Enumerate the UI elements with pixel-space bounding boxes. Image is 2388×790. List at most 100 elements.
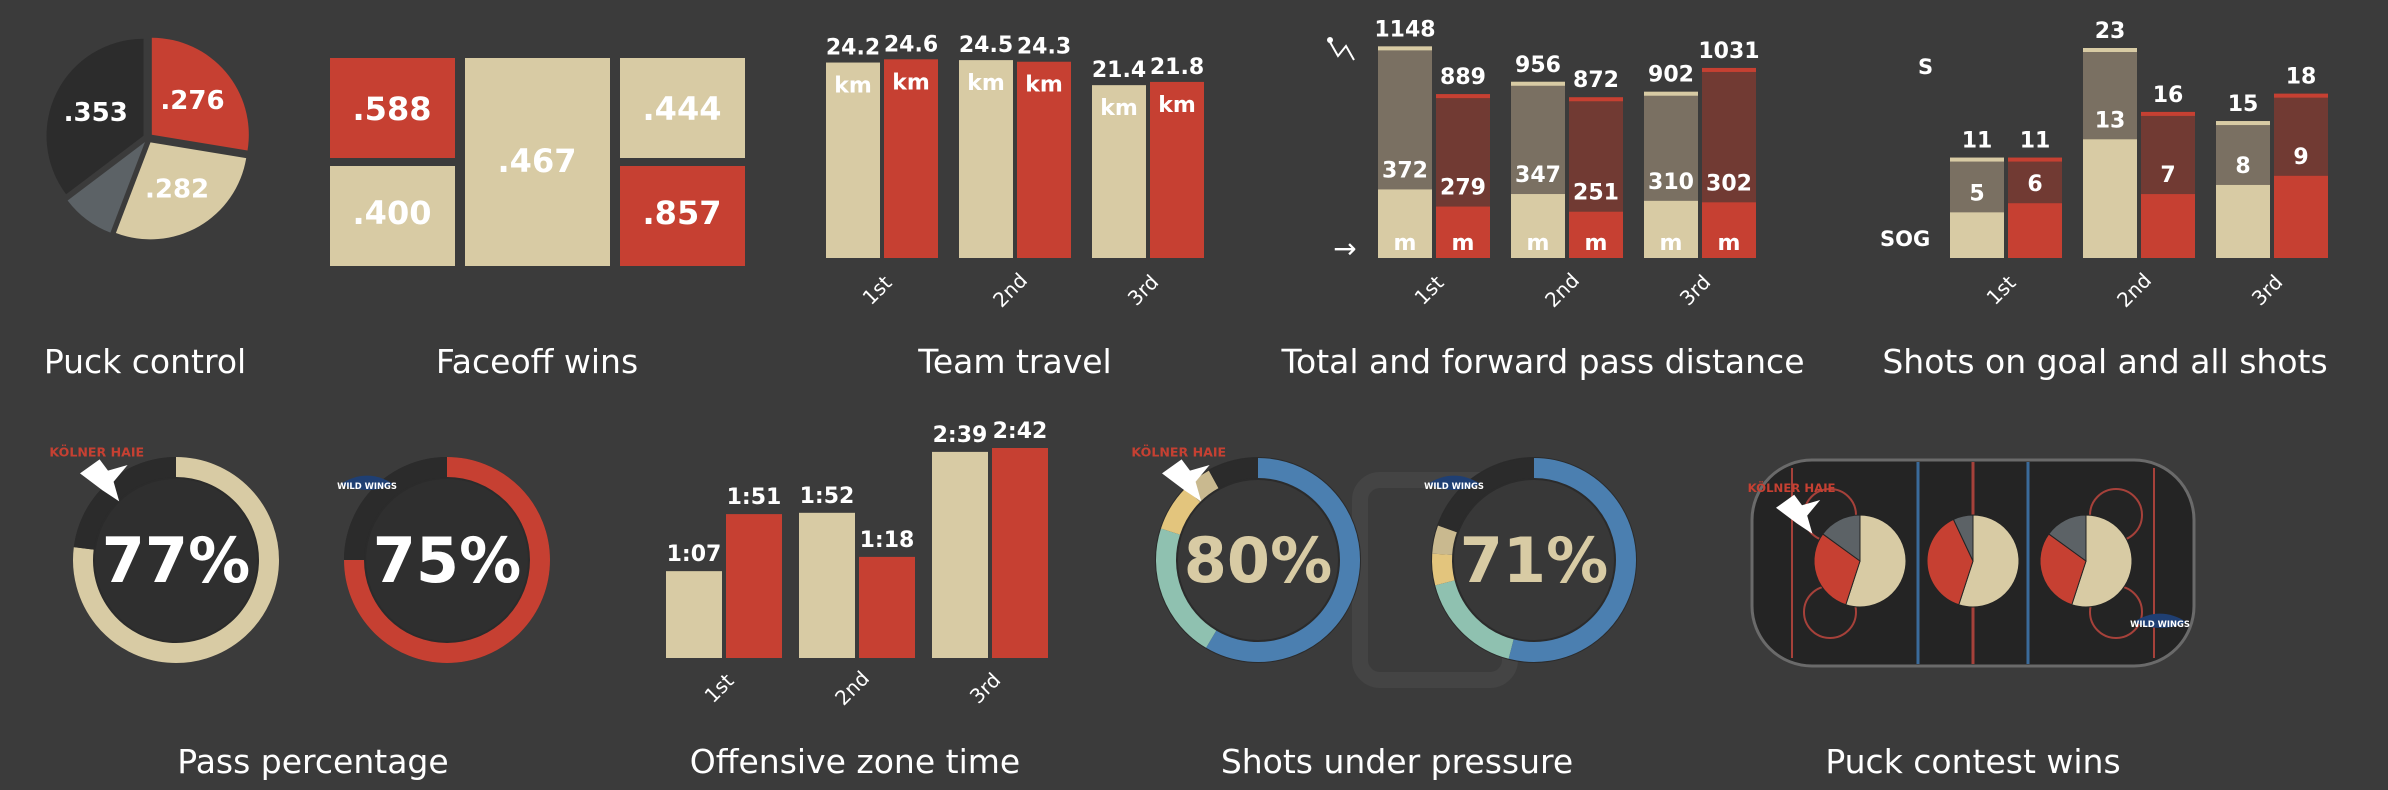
puck-control-slice-label: .282 [145, 175, 209, 205]
puck-contest-slice [1845, 514, 1907, 608]
team-travel-value: 24.3 [1017, 35, 1071, 60]
away-team-logo [1427, 475, 1481, 490]
shots-under-pressure-segment [1206, 458, 1360, 662]
offensive-zone-time-bar [799, 512, 855, 658]
pass-distance-forward-value: 372 [1382, 158, 1428, 183]
puck-control-chart: .276 .282 .353 [46, 37, 249, 240]
faceoff-label-center: .467 [498, 142, 577, 180]
pass-percentage-arc-rest [344, 457, 448, 561]
faceoff-tile-top-left [330, 58, 455, 158]
team-travel-value: 24.5 [959, 33, 1013, 58]
team-travel-value: 24.2 [826, 36, 880, 61]
pass-distance-forward-bar [1702, 202, 1756, 258]
pass-distance-unit: m [1660, 231, 1683, 256]
team-travel-bar [884, 59, 938, 258]
pass-percentage-donut-hole [95, 479, 257, 641]
shots-total-cap [2008, 157, 2062, 162]
pass-distance-forward-bar [1569, 211, 1623, 258]
shots-title: Shots on goal and all shots [1882, 342, 2327, 381]
pass-distance-forward-bar [1378, 189, 1432, 258]
shots-sog-bar [2008, 203, 2062, 258]
shots-under-pressure-value: 80% [1184, 524, 1332, 597]
offensive-zone-time-value: 2:42 [993, 419, 1048, 444]
shots-under-pressure-segment [1156, 528, 1217, 648]
shots-total-value: 16 [2153, 83, 2184, 108]
shots-total-value: 18 [2286, 65, 2317, 90]
offensive-zone-time-bar [992, 448, 1048, 658]
team-travel-title: Team travel [917, 342, 1111, 381]
offensive-zone-time-value: 1:51 [727, 485, 782, 510]
faceoff-label-top-left: .588 [353, 90, 432, 128]
team-travel-tick: 2nd [988, 268, 1032, 312]
offensive-zone-time-bar [666, 571, 722, 658]
shots-under-pressure-segment [1432, 525, 1457, 556]
puck-control-slice-label: .276 [160, 86, 224, 116]
team-travel-value: 21.8 [1150, 55, 1204, 80]
away-team-logo [340, 475, 394, 490]
puck-control-slice [151, 37, 249, 151]
offensive-zone-time-title: Offensive zone time [690, 742, 1020, 781]
home-team-logo-text: KÖLNER HAIE [49, 445, 144, 460]
shots-under-pressure-segment [1208, 458, 1259, 489]
total-distance-icon [1329, 41, 1355, 61]
shots-under-pressure-donut-hole [1178, 480, 1338, 640]
faceoff-tile-top-right [620, 58, 745, 158]
pass-distance-total-cap [1436, 94, 1490, 99]
faceoff-tile-bottom-left [330, 166, 455, 266]
shots-sog-value: 5 [1969, 181, 1984, 206]
pass-distance-forward-value: 310 [1648, 170, 1694, 195]
team-travel-bar [959, 60, 1013, 258]
offensive-zone-time-tick: 2nd [830, 666, 874, 710]
offensive-zone-time-chart: 1:07 1:51 1st 1:521:18 2nd 2:39 2:42 3rd [666, 419, 1048, 710]
shots-under-pressure-segment [1435, 580, 1514, 659]
shots-sog-value: 7 [2160, 163, 2175, 188]
shots-total-cap [2274, 93, 2328, 98]
puck-contest-slice [1952, 514, 1974, 562]
team-travel-unit: km [834, 74, 872, 99]
home-team-logo-text: KÖLNER HAIE [1748, 480, 1836, 495]
faceoff-label-top-right: .444 [643, 90, 722, 128]
pass-distance-total-cap [1702, 67, 1756, 72]
away-team-logo-text: WILD WINGS [2130, 619, 2190, 629]
shots-chart: S SOG 11 5 11 6 1st 23 13 16 7 2nd 15 8 18 9 3rd [1880, 19, 2328, 312]
pass-distance-forward-bar [1436, 206, 1490, 258]
pass-distance-forward-value: 251 [1573, 181, 1619, 206]
faceoff-label-bottom-right: .857 [643, 194, 722, 232]
shots-under-pressure-chart: 80% KÖLNER HAIE 71% WILD WINGS [1131, 445, 1637, 688]
shots-total-cap [2141, 111, 2195, 116]
pass-distance-chart: → 1148372m889279m1st956347m872251m2nd902… [1327, 17, 1760, 312]
pass-distance-tick: 1st [1410, 271, 1449, 310]
pass-distance-forward-value: 302 [1706, 171, 1752, 196]
pass-percentage-chart: 77% KÖLNER HAIE 75% WILD WINGS [49, 445, 550, 663]
shots-under-pressure-segment [1160, 487, 1201, 535]
shots-under-pressure-segment [1508, 458, 1636, 662]
home-team-logo [80, 459, 128, 502]
offensive-zone-time-value: 1:18 [860, 528, 915, 553]
shots-under-pressure-donut-hole [1454, 480, 1614, 640]
away-team-logo-text: WILD WINGS [1424, 481, 1484, 491]
away-team-logo [2133, 613, 2187, 628]
pass-percentage-value: 77% [102, 524, 250, 597]
shots-axis-label-total: S [1918, 55, 1933, 79]
puck-contest-wins-title: Puck contest wins [1825, 742, 2120, 781]
shots-sog-bar [2216, 184, 2270, 258]
pass-distance-total-value: 902 [1648, 63, 1694, 88]
shots-sog-value: 9 [2293, 145, 2308, 170]
offensive-zone-time-bar [932, 451, 988, 658]
faceoff-wins-chart: .588 .400 .467 .444 .857 [330, 58, 745, 266]
pass-distance-total-value: 1031 [1698, 39, 1759, 64]
team-travel-value: 24.6 [884, 32, 938, 57]
offensive-zone-time-value: 1:07 [667, 542, 722, 567]
team-travel-bar [1092, 85, 1146, 259]
shots-sog-bar [2141, 194, 2195, 258]
team-travel-unit: km [1158, 93, 1196, 118]
shots-axis-label-sog: SOG [1880, 227, 1930, 251]
shots-under-pressure-segment [1432, 553, 1455, 586]
pass-percentage-arc [73, 457, 279, 663]
team-travel-unit: km [892, 70, 930, 95]
puck-control-slice [46, 38, 144, 195]
pass-distance-tick: 2nd [1540, 268, 1584, 312]
offensive-zone-time-tick: 1st [700, 669, 739, 708]
pass-percentage-title: Pass percentage [177, 742, 448, 781]
